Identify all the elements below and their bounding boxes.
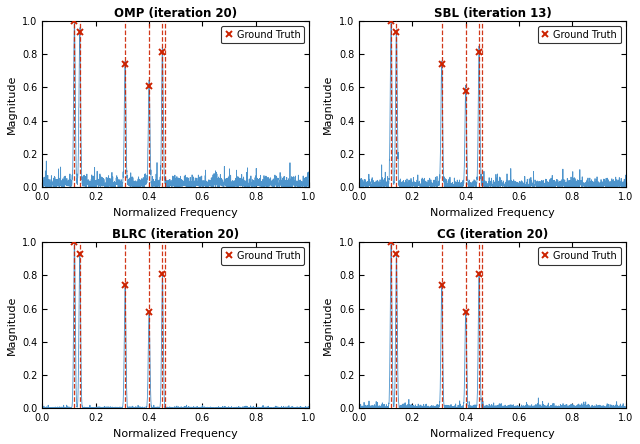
Title: BLRC (iteration 20): BLRC (iteration 20) [112,228,239,241]
Y-axis label: Magnitude: Magnitude [323,296,333,355]
Title: OMP (iteration 20): OMP (iteration 20) [114,7,237,20]
Y-axis label: Magnitude: Magnitude [323,74,333,134]
Legend: Ground Truth: Ground Truth [221,247,304,265]
Title: SBL (iteration 13): SBL (iteration 13) [433,7,551,20]
X-axis label: Normalized Frequency: Normalized Frequency [113,208,238,218]
X-axis label: Normalized Frequency: Normalized Frequency [430,208,555,218]
Legend: Ground Truth: Ground Truth [221,26,304,44]
Title: CG (iteration 20): CG (iteration 20) [436,228,548,241]
Legend: Ground Truth: Ground Truth [538,247,621,265]
X-axis label: Normalized Frequency: Normalized Frequency [430,429,555,439]
Y-axis label: Magnitude: Magnitude [6,296,17,355]
Legend: Ground Truth: Ground Truth [538,26,621,44]
X-axis label: Normalized Frequency: Normalized Frequency [113,429,238,439]
Y-axis label: Magnitude: Magnitude [6,74,17,134]
